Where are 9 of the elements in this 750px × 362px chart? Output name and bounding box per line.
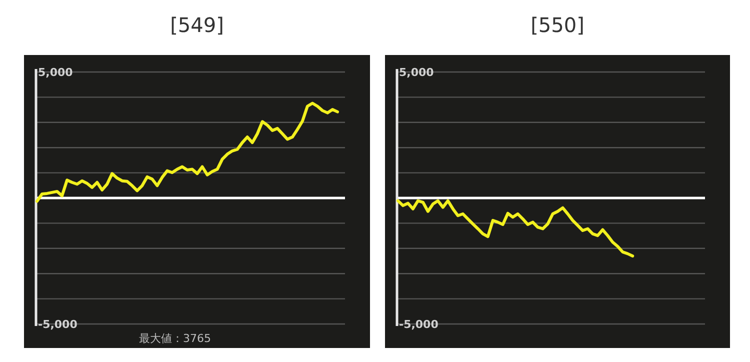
y-tick-label: -5,000 bbox=[38, 318, 78, 331]
y-tick-label: 5,000 bbox=[38, 66, 74, 79]
line-series bbox=[36, 102, 339, 203]
y-tick-label: 5,000 bbox=[399, 66, 434, 79]
chart-title: [549] bbox=[170, 13, 224, 37]
text: 最大値：3765 bbox=[139, 332, 211, 345]
line-series bbox=[396, 199, 634, 258]
chart-title: [550] bbox=[530, 13, 584, 37]
y-tick-label: -5,000 bbox=[399, 318, 439, 331]
